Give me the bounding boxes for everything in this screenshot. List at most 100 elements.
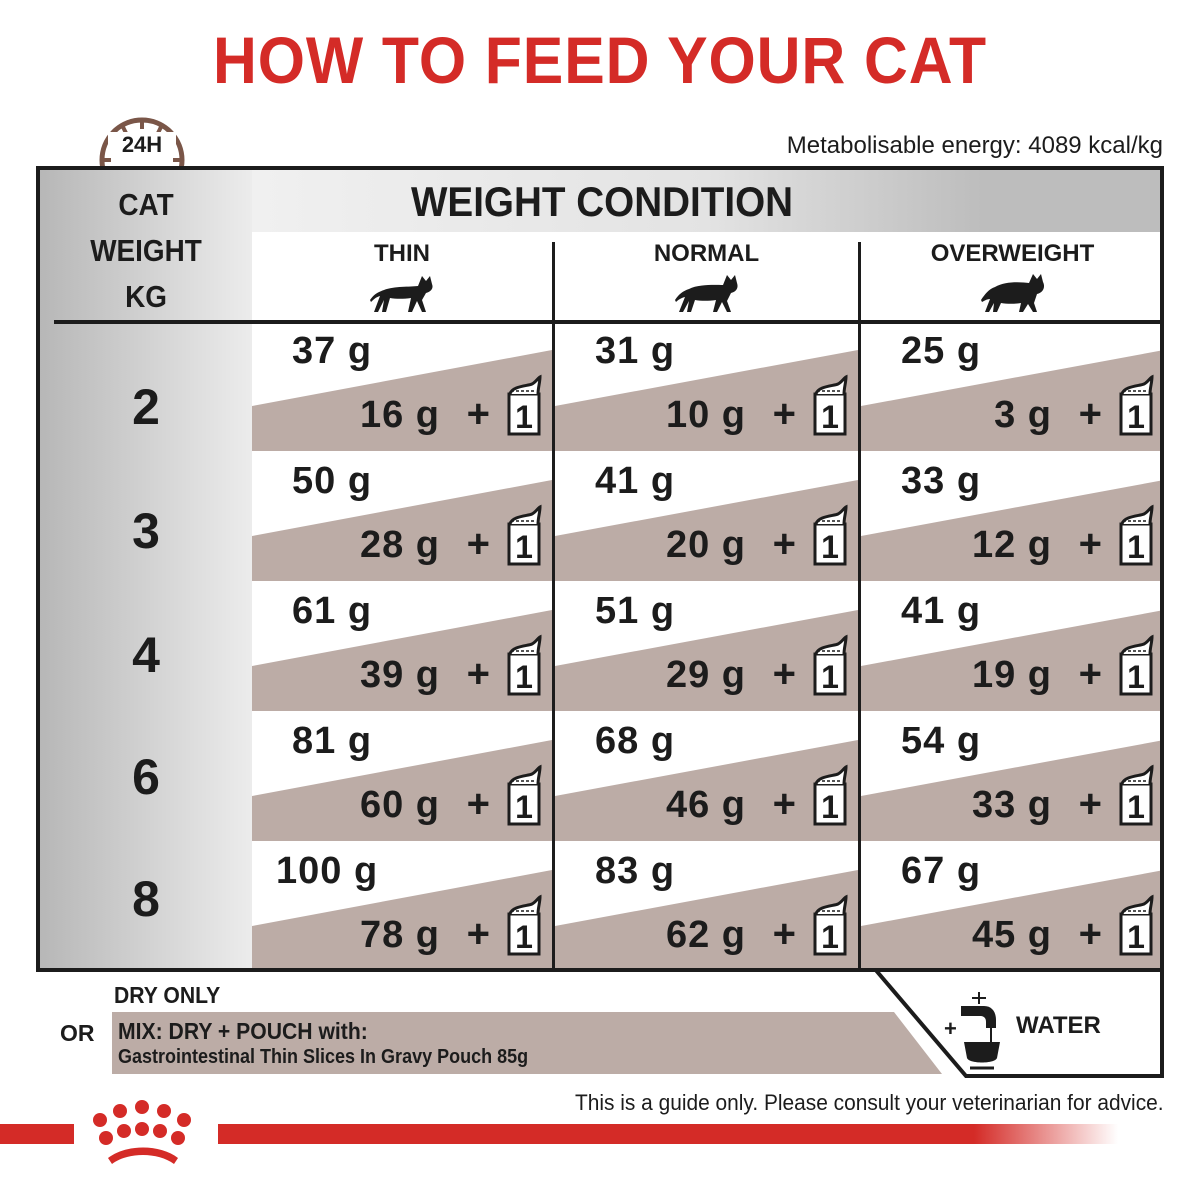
pouch-icon: 1 <box>507 894 542 956</box>
table-cell: 51 g 29 g + 1 <box>555 584 858 711</box>
legend-mix-band <box>112 1012 942 1074</box>
svg-text:1: 1 <box>515 399 533 435</box>
weight-column-bg <box>40 170 252 968</box>
table-cell: 61 g 39 g + 1 <box>252 584 552 711</box>
pouch-icon: 1 <box>507 764 542 826</box>
svg-text:1: 1 <box>515 919 533 955</box>
feeding-table: WEIGHT CONDITION CAT WEIGHT KG THIN NORM… <box>36 166 1164 972</box>
svg-text:1: 1 <box>1127 659 1145 695</box>
table-cell: 68 g 46 g + 1 <box>555 714 858 841</box>
weight-label: 6 <box>132 749 160 805</box>
table-cell: 54 g 33 g + 1 <box>861 714 1160 841</box>
weight-condition-band <box>252 170 1160 232</box>
brand-bar-left <box>0 1124 74 1144</box>
water-box: + <box>872 968 1164 1078</box>
mix-amount: 39 g <box>359 654 440 696</box>
dry-amount: 31 g <box>595 330 676 372</box>
table-cell: 41 g 19 g + 1 <box>861 584 1160 711</box>
dry-amount: 68 g <box>595 720 676 762</box>
pouch-icon: 1 <box>507 504 542 566</box>
overweight-cat-icon <box>980 274 1044 312</box>
pouch-icon: 1 <box>1119 894 1154 956</box>
tap-icon: + <box>944 992 1000 1070</box>
clock-badge-label: 24H <box>108 132 176 158</box>
weight-label: 2 <box>132 379 160 435</box>
mix-band <box>252 350 552 451</box>
svg-text:1: 1 <box>1127 399 1145 435</box>
mix-amount: 16 g <box>359 394 440 436</box>
dry-amount: 50 g <box>292 460 373 502</box>
svg-text:1: 1 <box>821 659 839 695</box>
svg-text:1: 1 <box>821 919 839 955</box>
legend-or: OR <box>60 1020 95 1046</box>
svg-text:1: 1 <box>1127 529 1145 565</box>
table-cell: 100 g 78 g + 1 <box>252 844 552 968</box>
svg-text:+: + <box>944 1016 957 1041</box>
svg-text:1: 1 <box>821 529 839 565</box>
pouch-icon: 1 <box>1119 374 1154 436</box>
table-cell: 31 g 10 g + 1 <box>555 324 858 451</box>
table-cell: 37 g 16 g + 1 <box>252 324 552 451</box>
mix-amount: 33 g <box>971 784 1052 826</box>
pouch-icon: 1 <box>1119 504 1154 566</box>
table-cell: 25 g 3 g + 1 <box>861 324 1160 451</box>
mix-amount: 60 g <box>359 784 440 826</box>
column-divider <box>552 242 555 968</box>
mix-amount: 45 g <box>971 914 1052 956</box>
legend-water: WATER <box>1016 1012 1101 1039</box>
mix-amount: 46 g <box>665 784 746 826</box>
dry-amount: 37 g <box>292 330 373 372</box>
column-header-overweight: OVERWEIGHT <box>861 232 1160 320</box>
dry-amount: 51 g <box>595 590 676 632</box>
column-header-thin: THIN <box>252 232 552 320</box>
dry-amount: 67 g <box>901 850 982 892</box>
pouch-icon: 1 <box>813 894 848 956</box>
thin-cat-icon <box>370 276 433 312</box>
legend-pouch-product: Gastrointestinal Thin Slices In Gravy Po… <box>118 1046 529 1068</box>
weight-condition-title: WEIGHT CONDITION <box>410 178 794 225</box>
table-cell: 50 g 28 g + 1 <box>252 454 552 581</box>
dry-amount: 33 g <box>901 460 982 502</box>
mix-amount: 29 g <box>665 654 746 696</box>
mix-amount: 12 g <box>971 524 1052 566</box>
pouch-icon: 1 <box>1119 764 1154 826</box>
normal-cat-icon <box>674 275 738 312</box>
table-cell: 41 g 20 g + 1 <box>555 454 858 581</box>
weight-label: 8 <box>132 871 160 927</box>
column-header-normal: NORMAL <box>555 232 858 320</box>
cat-weight-header: CAT WEIGHT KG <box>90 187 202 314</box>
pouch-icon: 1 <box>813 374 848 436</box>
mix-amount: 19 g <box>971 654 1052 696</box>
dry-amount: 41 g <box>595 460 676 502</box>
royal-canin-crown-logo <box>93 1100 191 1164</box>
mix-amount: 62 g <box>665 914 746 956</box>
mix-amount: 28 g <box>359 524 440 566</box>
legend-mix-label: MIX: DRY + POUCH with: <box>118 1018 368 1044</box>
svg-text:1: 1 <box>821 789 839 825</box>
pouch-icon: 1 <box>813 634 848 696</box>
dry-amount: 25 g <box>901 330 982 372</box>
mix-amount: 78 g <box>359 914 440 956</box>
mix-amount: 20 g <box>665 524 746 566</box>
legend-dry-only: DRY ONLY <box>114 982 221 1008</box>
svg-text:1: 1 <box>821 399 839 435</box>
svg-text:1: 1 <box>1127 789 1145 825</box>
pouch-icon: 1 <box>813 504 848 566</box>
brand-bar-right <box>218 1124 1118 1144</box>
svg-text:1: 1 <box>515 789 533 825</box>
dry-amount: 61 g <box>292 590 373 632</box>
page-title: HOW TO FEED YOUR CAT <box>212 23 988 97</box>
table-cell: 67 g 45 g + 1 <box>861 844 1160 968</box>
pouch-icon: 1 <box>813 764 848 826</box>
pouch-icon: 1 <box>1119 634 1154 696</box>
column-divider <box>858 242 861 968</box>
dry-amount: 83 g <box>595 850 676 892</box>
dry-amount: 81 g <box>292 720 373 762</box>
table-cell: 81 g 60 g + 1 <box>252 714 552 841</box>
svg-text:1: 1 <box>515 659 533 695</box>
metabolisable-energy: Metabolisable energy: 4089 kcal/kg <box>786 132 1163 159</box>
svg-text:1: 1 <box>515 529 533 565</box>
pouch-icon: 1 <box>507 634 542 696</box>
weight-label: 3 <box>132 503 160 559</box>
svg-text:1: 1 <box>1127 919 1145 955</box>
